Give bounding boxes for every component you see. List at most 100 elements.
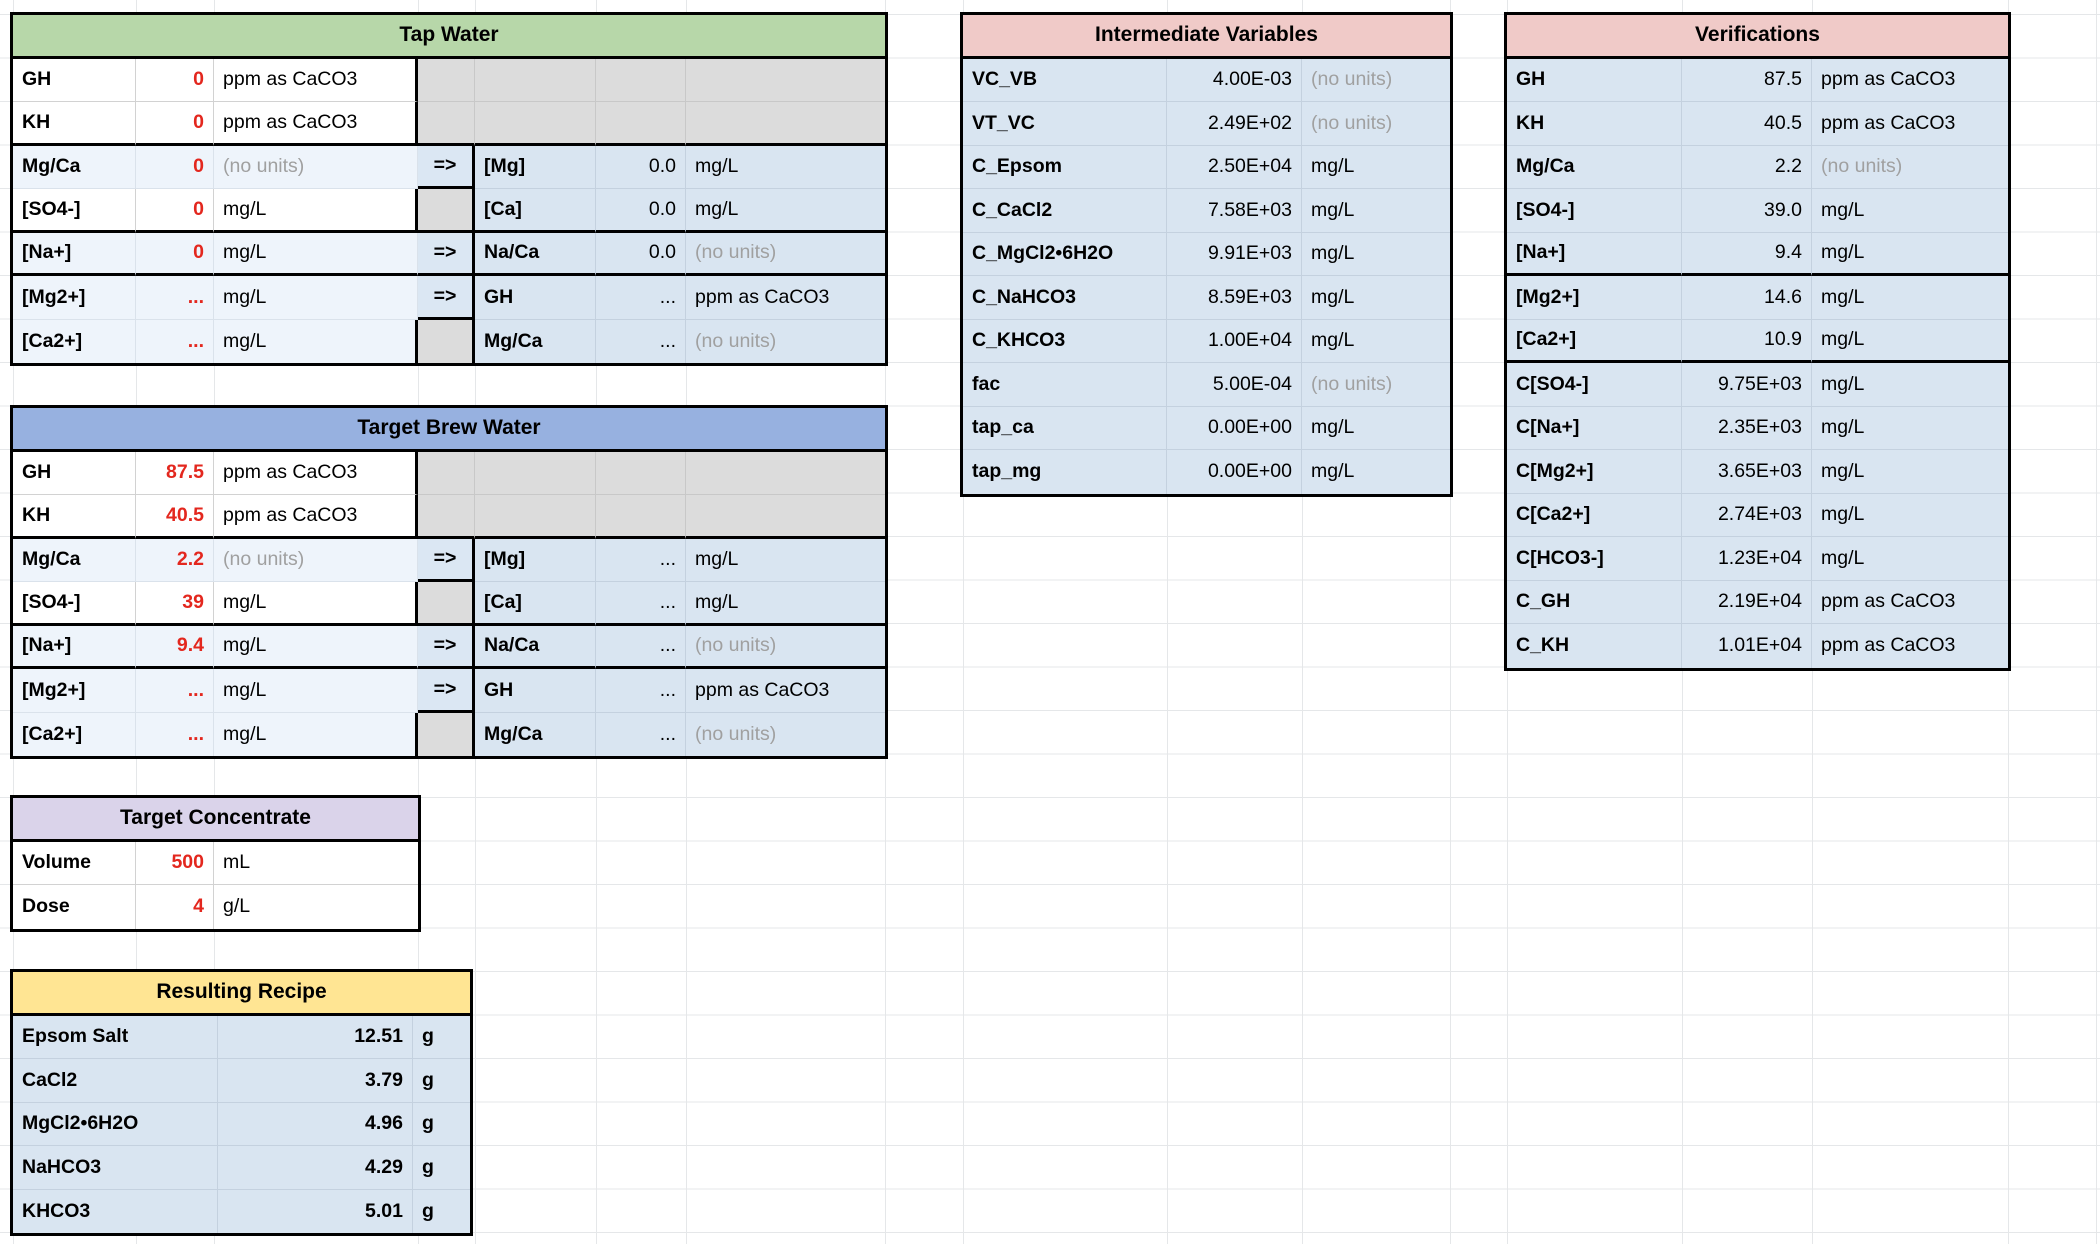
cell-out-value: ... [596, 669, 686, 713]
cell-out-label: [Ca] [475, 189, 596, 233]
cell-input-value[interactable]: 0 [136, 232, 214, 276]
cell-value: 2.35E+03 [1682, 406, 1812, 450]
cell-input-value[interactable]: 0 [136, 145, 214, 189]
cell-input-value[interactable]: 40.5 [136, 495, 214, 539]
cell-unit: mg/L [214, 189, 418, 233]
table-row: [SO4-] 39.0 mg/L [1507, 189, 2008, 233]
cell-unit: mg/L [214, 276, 418, 320]
cell-label: VT_VC [963, 102, 1167, 146]
tap-water-title: Tap Water [13, 15, 885, 59]
cell-label: [Ca2+] [13, 319, 136, 363]
arrow-cell: => [418, 625, 475, 669]
intermediate-variables-table: Intermediate Variables VC_VB 4.00E-03 (n… [960, 12, 1453, 497]
table-row: MgCl2•6H2O 4.96 g [13, 1102, 470, 1146]
cell-label: C_Epsom [963, 145, 1167, 189]
cell-value: 3.65E+03 [1682, 450, 1812, 494]
cell-input-value[interactable]: 0 [136, 102, 214, 146]
cell-out-unit: ppm as CaCO3 [686, 669, 885, 713]
cell-out-value: ... [596, 625, 686, 669]
target-brew-water-title: Target Brew Water [13, 408, 885, 452]
table-row: [SO4-] 39 mg/L [Ca] ... mg/L [13, 582, 885, 626]
resulting-recipe-table: Resulting Recipe Epsom Salt 12.51 g CaCl… [10, 969, 473, 1236]
cell-input-value[interactable]: ... [136, 276, 214, 320]
cell-input-value[interactable]: ... [136, 669, 214, 713]
table-row: [Ca2+] ... mg/L Mg/Ca ... (no units) [13, 712, 885, 756]
cell-input-value[interactable]: ... [136, 319, 214, 363]
cell-input-value[interactable]: 39 [136, 582, 214, 626]
cell-label: GH [13, 58, 136, 102]
cell-input-value[interactable]: 9.4 [136, 625, 214, 669]
cell-out-unit: mg/L [686, 582, 885, 626]
cell-label: [Ca2+] [1507, 319, 1682, 363]
cell-unit: g [413, 1146, 470, 1190]
table-row: fac 5.00E-04 (no units) [963, 363, 1450, 407]
cell-unit: g/L [214, 885, 418, 929]
cell-input-value[interactable]: 500 [136, 841, 214, 885]
cell-label: [Ca2+] [13, 712, 136, 756]
cell-value: 1.23E+04 [1682, 537, 1812, 581]
cell-out-label: Mg/Ca [475, 712, 596, 756]
table-row: [Mg2+] 14.6 mg/L [1507, 276, 2008, 320]
table-row: [Na+] 9.4 mg/L => Na/Ca ... (no units) [13, 625, 885, 669]
cell-input-value[interactable]: 0 [136, 189, 214, 233]
cell-label: tap_ca [963, 406, 1167, 450]
cell-input-value[interactable]: 2.2 [136, 538, 214, 582]
cell-out-value: 0.0 [596, 232, 686, 276]
cell-out-label: [Mg] [475, 538, 596, 582]
table-row: C_Epsom 2.50E+04 mg/L [963, 145, 1450, 189]
arrow-cell: => [418, 232, 475, 276]
cell-label: Mg/Ca [13, 145, 136, 189]
target-concentrate-title: Target Concentrate [13, 798, 418, 842]
cell-input-value[interactable]: 0 [136, 58, 214, 102]
cell-value: 39.0 [1682, 189, 1812, 233]
cell-value: 0.00E+00 [1167, 450, 1302, 494]
cell-unit: mg/L [214, 232, 418, 276]
cell-value: 5.00E-04 [1167, 363, 1302, 407]
table-row: [Mg2+] ... mg/L => GH ... ppm as CaCO3 [13, 669, 885, 713]
cell-input-value[interactable]: ... [136, 712, 214, 756]
cell-value: 2.2 [1682, 145, 1812, 189]
cell-unit: mg/L [1302, 145, 1450, 189]
cell-blank [418, 712, 475, 756]
cell-label: C_MgCl2•6H2O [963, 232, 1167, 276]
cell-unit: ppm as CaCO3 [214, 495, 418, 539]
table-row: VT_VC 2.49E+02 (no units) [963, 102, 1450, 146]
table-row: GH 87.5 ppm as CaCO3 [1507, 58, 2008, 102]
cell-unit: mg/L [1812, 232, 2008, 276]
cell-unit: mg/L [1302, 319, 1450, 363]
cell-unit: g [413, 1015, 470, 1059]
cell-out-unit: (no units) [686, 712, 885, 756]
cell-out-unit: ppm as CaCO3 [686, 276, 885, 320]
cell-unit: mg/L [1812, 319, 2008, 363]
cell-input-value[interactable]: 87.5 [136, 451, 214, 495]
cell-unit: mg/L [1812, 276, 2008, 320]
cell-blank [596, 451, 686, 495]
cell-unit: mg/L [1302, 232, 1450, 276]
cell-out-label: [Mg] [475, 145, 596, 189]
cell-value: 2.19E+04 [1682, 580, 1812, 624]
cell-unit: mg/L [1812, 189, 2008, 233]
cell-out-unit: mg/L [686, 189, 885, 233]
cell-label: [Mg2+] [1507, 276, 1682, 320]
cell-label: [SO4-] [13, 189, 136, 233]
cell-label: [Na+] [13, 232, 136, 276]
cell-label: C_GH [1507, 580, 1682, 624]
cell-unit: (no units) [214, 538, 418, 582]
cell-unit: mg/L [214, 582, 418, 626]
cell-input-value[interactable]: 4 [136, 885, 214, 929]
target-brew-water-table: Target Brew Water GH 87.5 ppm as CaCO3 K… [10, 405, 888, 759]
cell-label: [SO4-] [13, 582, 136, 626]
cell-label: C[Na+] [1507, 406, 1682, 450]
table-row: Mg/Ca 2.2 (no units) => [Mg] ... mg/L [13, 538, 885, 582]
cell-blank [475, 58, 596, 102]
intermediate-variables-title: Intermediate Variables [963, 15, 1450, 59]
table-row: [Ca2+] 10.9 mg/L [1507, 319, 2008, 363]
cell-label: [Mg2+] [13, 669, 136, 713]
cell-label: C[Mg2+] [1507, 450, 1682, 494]
cell-unit: mg/L [1812, 406, 2008, 450]
cell-blank [418, 102, 475, 146]
cell-unit: ppm as CaCO3 [214, 451, 418, 495]
cell-unit: mg/L [1812, 493, 2008, 537]
table-row: [SO4-] 0 mg/L [Ca] 0.0 mg/L [13, 189, 885, 233]
cell-value: 2.49E+02 [1167, 102, 1302, 146]
